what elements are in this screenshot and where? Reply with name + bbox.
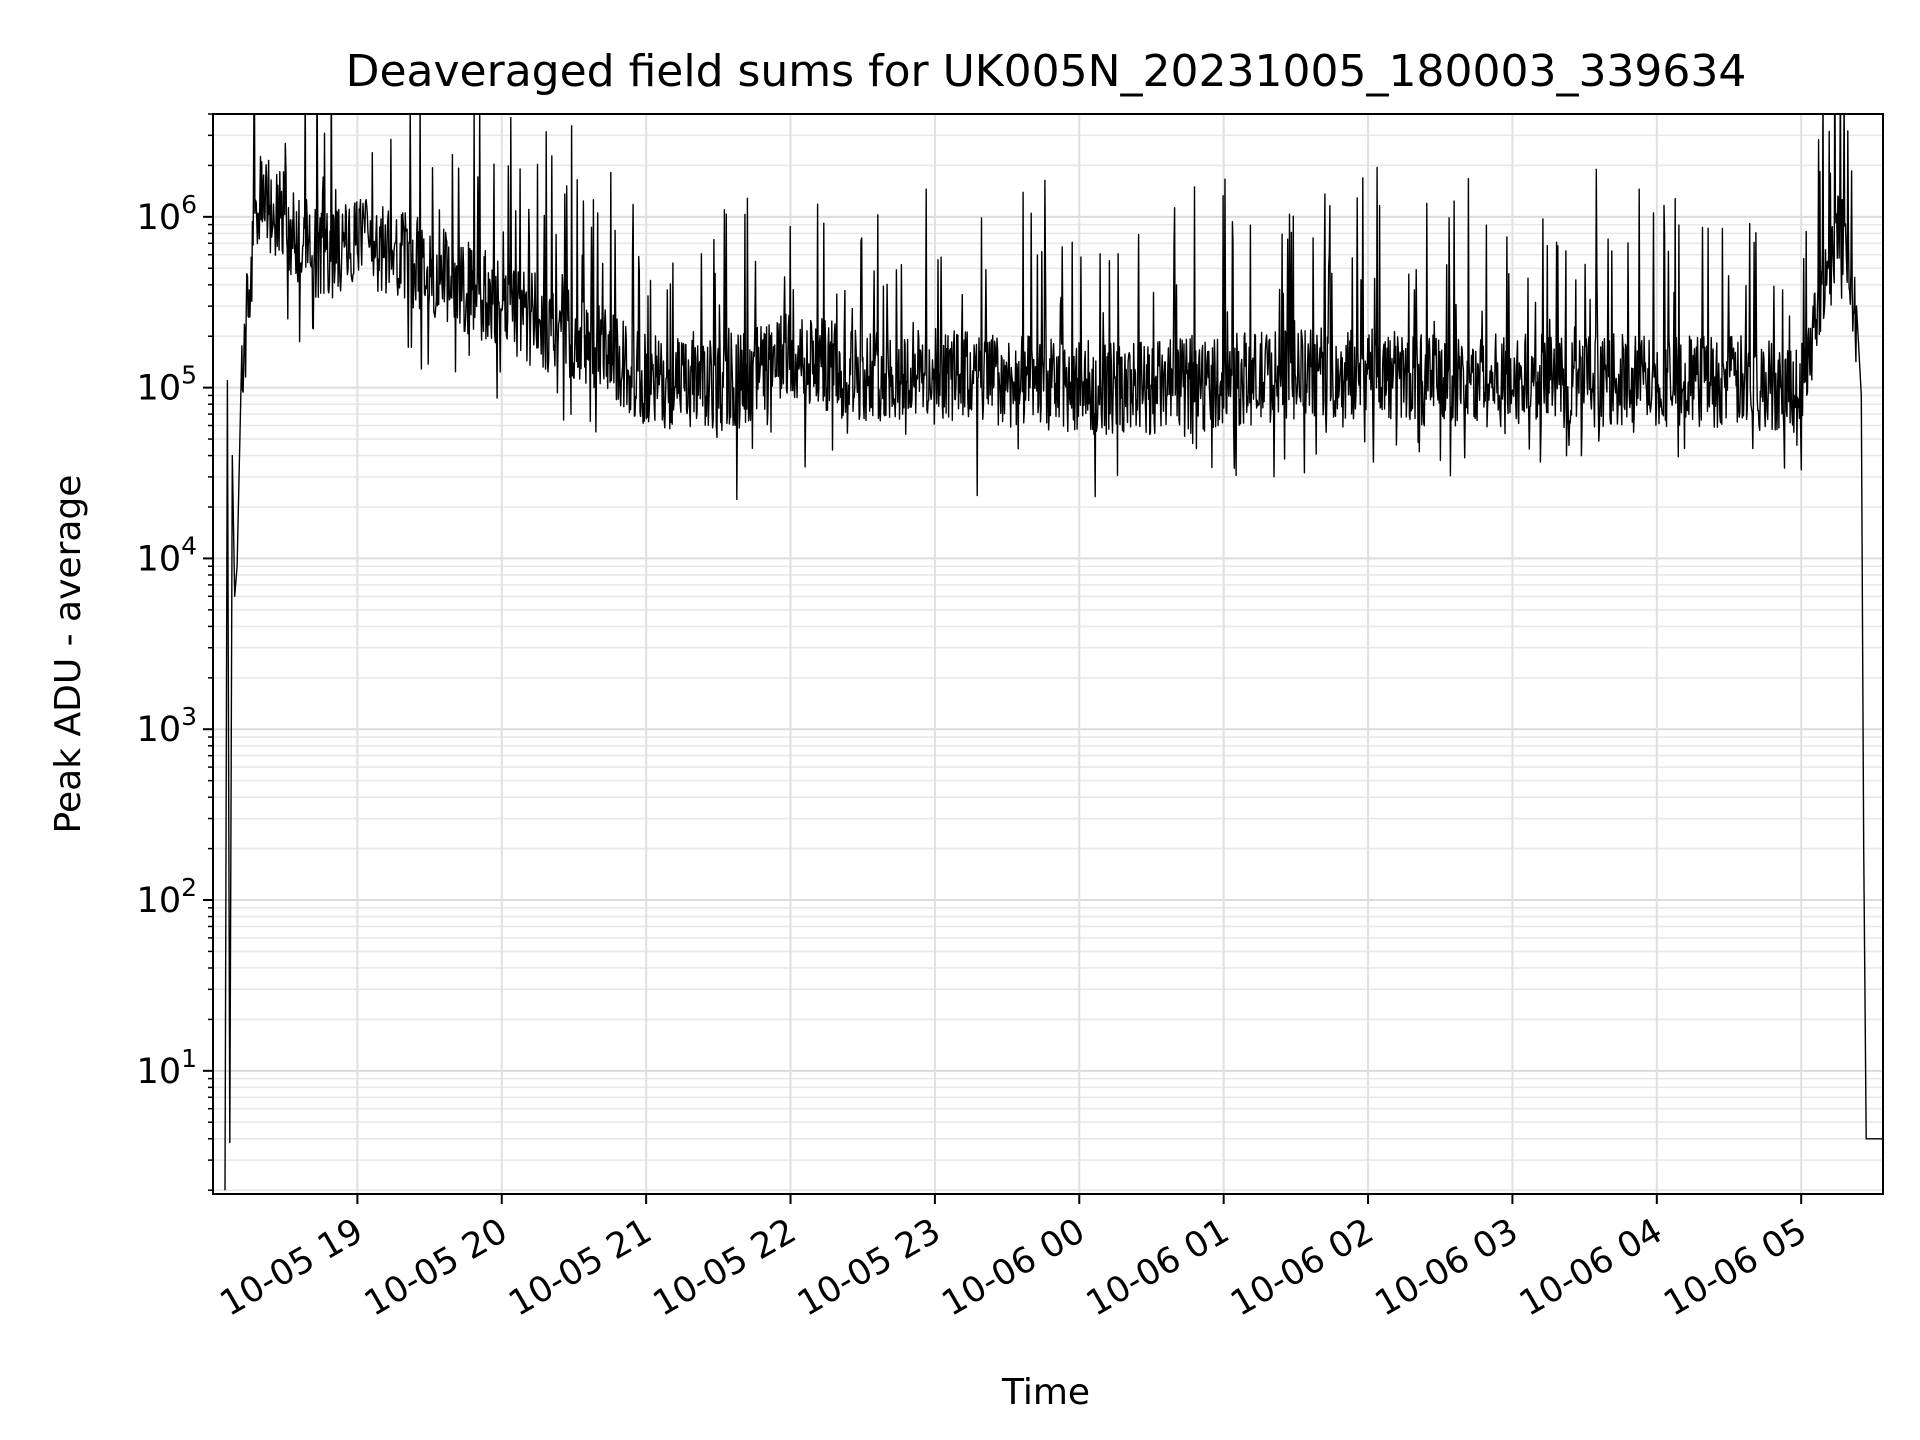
x-axis-label: Time: [1001, 1372, 1090, 1413]
y-tick-label: 102: [137, 873, 197, 921]
y-tick-label: 103: [137, 702, 197, 750]
y-tick-label: 104: [137, 531, 197, 579]
y-axis-label: Peak ADU - average: [48, 475, 89, 834]
series-line: [224, 114, 1883, 1191]
grid: [213, 113, 1883, 1194]
y-axis: 101 102 103 104 105 106: [137, 113, 213, 1191]
chart-title: Deaveraged field sums for UK005N_2023100…: [346, 46, 1747, 97]
y-tick-label: 105: [137, 361, 197, 409]
y-tick-label: 106: [137, 190, 197, 238]
y-tick-label: 101: [137, 1044, 197, 1092]
plot-frame: [212, 113, 1884, 1195]
series-layer: [224, 114, 1883, 1191]
